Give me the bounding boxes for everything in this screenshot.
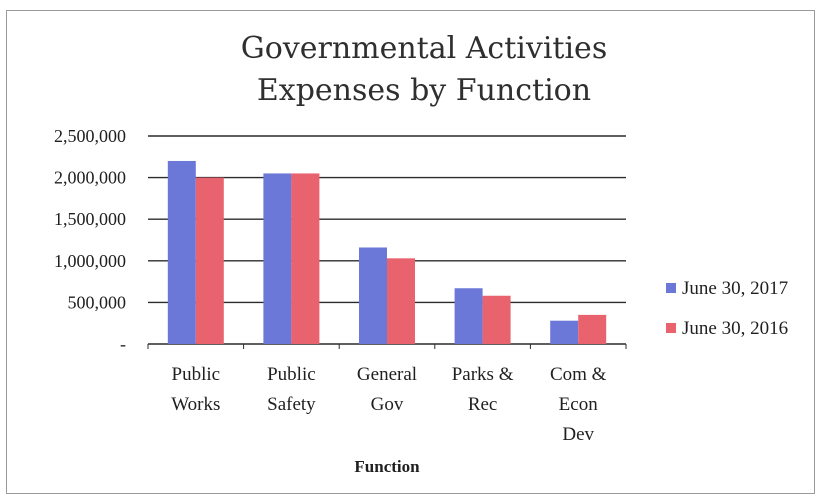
x-tick-label: Dev <box>562 424 594 445</box>
y-tick-label: 2,000,000 <box>54 168 126 188</box>
legend-swatch <box>666 323 676 333</box>
chart-frame <box>6 10 815 494</box>
bar <box>167 160 196 344</box>
y-tick-label: 2,500,000 <box>54 126 126 146</box>
bar <box>387 258 415 344</box>
chart-title-line: Expenses by Function <box>257 73 591 108</box>
bar <box>195 177 224 344</box>
x-tick-label: Public <box>267 364 316 385</box>
y-tick-label: 1,000,000 <box>54 251 126 271</box>
x-axis-title: Function <box>354 457 420 476</box>
legend-label: June 30, 2017 <box>682 278 788 299</box>
bar <box>550 320 579 344</box>
x-tick-label: General <box>357 364 417 385</box>
bar <box>263 173 292 344</box>
legend-swatch <box>666 283 676 293</box>
bar <box>291 173 320 344</box>
x-tick-label: Econ <box>559 394 599 415</box>
y-tick-label: 1,500,000 <box>54 209 126 229</box>
bar <box>482 295 511 344</box>
bar <box>454 288 483 344</box>
x-tick-label: Works <box>171 394 220 415</box>
x-tick-label: Gov <box>371 394 404 415</box>
y-tick-label: - <box>120 334 126 354</box>
bar <box>578 314 607 344</box>
x-tick-label: Rec <box>468 394 498 415</box>
x-tick-label: Public <box>172 364 221 385</box>
chart-title-line: Governmental Activities <box>241 31 607 66</box>
x-tick-label: Parks & <box>452 364 514 385</box>
y-tick-label: 500,000 <box>68 292 127 312</box>
legend-label: June 30, 2016 <box>682 318 788 339</box>
x-tick-label: Safety <box>267 394 316 415</box>
x-tick-label: Com & <box>550 364 607 385</box>
bar <box>359 247 387 344</box>
